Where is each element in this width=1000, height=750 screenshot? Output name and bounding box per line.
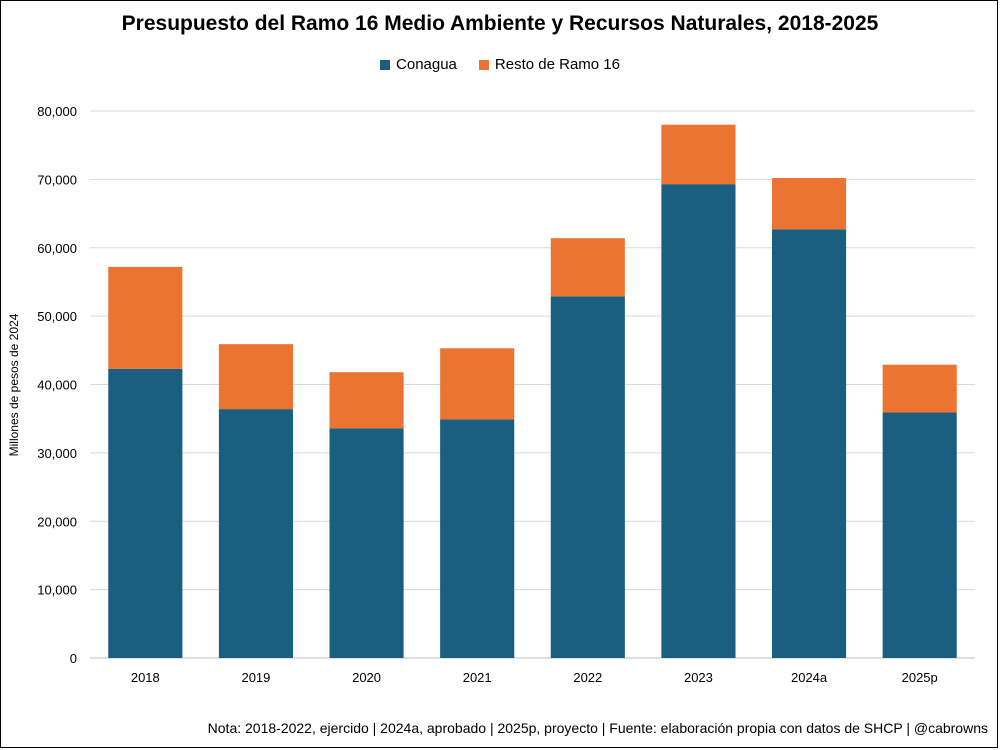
x-tick-label: 2019 bbox=[241, 670, 270, 685]
bar-conagua-2025p bbox=[882, 412, 957, 658]
legend-item-conagua: Conagua bbox=[380, 56, 457, 73]
y-tick-label: 0 bbox=[70, 651, 77, 666]
x-tick-label: 2022 bbox=[573, 670, 602, 685]
bar-resto-2020 bbox=[329, 372, 404, 429]
x-tick-label: 2021 bbox=[463, 670, 492, 685]
y-tick-label: 20,000 bbox=[37, 514, 77, 529]
bar-resto-2025p bbox=[882, 364, 957, 413]
y-tick-label: 40,000 bbox=[37, 378, 77, 393]
y-tick-label: 60,000 bbox=[37, 241, 77, 256]
legend-swatch-conagua bbox=[380, 59, 391, 70]
y-tick-label: 70,000 bbox=[37, 172, 77, 187]
chart-legend: Conagua Resto de Ramo 16 bbox=[0, 56, 1000, 73]
bar-conagua-2018 bbox=[108, 368, 183, 658]
bar-conagua-2024a bbox=[772, 229, 847, 658]
legend-label-conagua: Conagua bbox=[396, 56, 457, 73]
x-tick-label: 2024a bbox=[791, 670, 828, 685]
x-tick-label: 2023 bbox=[684, 670, 713, 685]
x-tick-label: 2018 bbox=[131, 670, 160, 685]
bar-conagua-2023 bbox=[661, 184, 736, 658]
bar-resto-2022 bbox=[550, 238, 625, 297]
bar-resto-2023 bbox=[661, 124, 736, 185]
x-tick-label: 2020 bbox=[352, 670, 381, 685]
bar-conagua-2020 bbox=[329, 428, 404, 658]
bar-resto-2024a bbox=[772, 178, 847, 230]
y-tick-label: 30,000 bbox=[37, 446, 77, 461]
y-tick-label: 50,000 bbox=[37, 309, 77, 324]
chart-note: Nota: 2018-2022, ejercido | 2024a, aprob… bbox=[207, 720, 988, 736]
chart-title: Presupuesto del Ramo 16 Medio Ambiente y… bbox=[121, 12, 879, 35]
bar-conagua-2021 bbox=[440, 419, 515, 658]
legend-swatch-resto bbox=[478, 59, 489, 70]
bar-conagua-2019 bbox=[218, 409, 293, 658]
bar-resto-2021 bbox=[440, 348, 515, 420]
bar-conagua-2022 bbox=[550, 296, 625, 658]
legend-item-resto: Resto de Ramo 16 bbox=[478, 56, 620, 73]
y-tick-label: 10,000 bbox=[37, 583, 77, 598]
bar-resto-2018 bbox=[108, 266, 183, 369]
bar-resto-2019 bbox=[218, 344, 293, 410]
legend-label-resto: Resto de Ramo 16 bbox=[494, 56, 620, 73]
y-tick-label: 80,000 bbox=[37, 104, 77, 119]
x-tick-label: 2025p bbox=[902, 670, 938, 685]
